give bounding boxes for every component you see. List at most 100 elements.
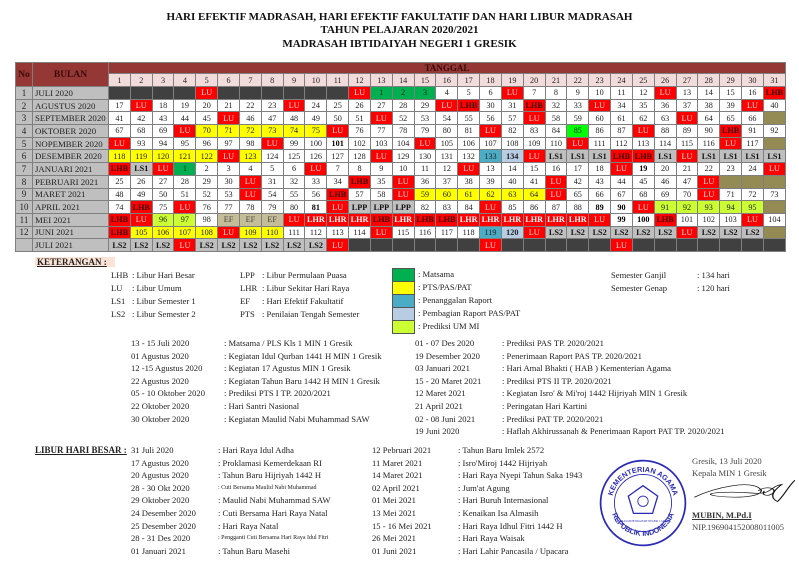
calendar-cell: LU (762, 162, 786, 176)
calendar-cell-value: 78 (399, 126, 408, 136)
calendar-cell: 76 (195, 200, 219, 214)
swatch-label: : PTS/PAS/PAT (418, 282, 472, 292)
calendar-cell-value: LHR (547, 215, 565, 225)
calendar-cell: 114 (653, 136, 677, 151)
calendar-cell-value: 12 (442, 164, 451, 174)
calendar-cell: LS2 (741, 225, 764, 240)
calendar-cell: 85 (566, 124, 590, 138)
calendar-cell: 63 (653, 111, 677, 126)
calendar-cell: 60 (588, 111, 612, 126)
month-name: MEI 2021 (32, 212, 109, 227)
calendar-cell-value: 35 (377, 177, 386, 187)
month-name: PEBRUARI 2021 (32, 174, 109, 189)
calendar-cell: 38 (457, 174, 481, 189)
calendar-cell: 84 (457, 200, 481, 214)
day-header: 7 (238, 73, 262, 87)
calendar-cell: LU (566, 136, 590, 151)
calendar-cell: 80 (282, 200, 306, 214)
calendar-cell: 63 (500, 187, 524, 202)
legend-desc: : Libur Umum (132, 283, 182, 293)
day-header: 26 (653, 73, 677, 87)
calendar-cell-value: 92 (682, 202, 692, 212)
calendar-cell: 13 (675, 86, 699, 100)
calendar-cell: 48 (282, 111, 306, 126)
calendar-cell: 40 (762, 98, 786, 113)
legend-desc: : Libur Hari Besar (132, 270, 195, 280)
calendar-cell-value: 43 (158, 113, 168, 123)
calendar-cell: 8 (348, 162, 371, 176)
calendar-cell: LU (479, 238, 502, 252)
calendar-cell-value: 66 (595, 189, 604, 199)
calendar-cell-value: 108 (506, 139, 519, 149)
row-number: 5 (15, 136, 33, 151)
calendar-cell: 5 (260, 162, 284, 176)
calendar-cell-value: LU (244, 177, 256, 187)
calendar-cell: LU (217, 225, 240, 240)
event-date: 15 - 20 Maret 2021 (415, 375, 482, 386)
calendar-cell: 86 (588, 124, 612, 138)
day-header: 18 (479, 73, 502, 87)
calendar-cell: 58 (369, 187, 393, 202)
calendar-cell: 54 (435, 111, 459, 126)
calendar-cell: LHB (108, 225, 131, 240)
calendar-cell-value: 85 (508, 202, 517, 212)
calendar-cell: 16 (544, 162, 568, 176)
calendar-cell: 45 (631, 174, 655, 189)
calendar-cell-value: 66 (748, 113, 757, 123)
calendar-cell-value: 18 (158, 101, 168, 111)
calendar-cell: 2 (391, 86, 415, 100)
calendar-cell-value: LHB (416, 215, 434, 225)
calendar-cell-value: LU (375, 227, 387, 237)
table-row: 10 APRIL 2021 74 LHB 75 LU 76 77 78 79 80 81 LU LPP LP… (15, 200, 786, 214)
calendar-cell: LU (217, 111, 240, 126)
calendar-cell: 22 (697, 162, 721, 176)
calendar-cell: LU (304, 162, 328, 176)
calendar-cell: 17 (108, 98, 131, 113)
calendar-cell: LS2 (719, 225, 743, 240)
calendar-cell-value: 76 (202, 202, 211, 212)
day-header: 3 (151, 73, 175, 87)
calendar-cell-value: 98 (246, 139, 255, 149)
calendar-cell: LU (129, 212, 153, 227)
calendar-cell: LU (610, 162, 633, 176)
calendar-cell-value: 107 (178, 227, 192, 237)
calendar-cell-value: 75 (158, 202, 168, 212)
event-date: 02 - 08 Juni 2021 (415, 413, 476, 424)
calendar-cell-value: 112 (309, 227, 322, 237)
calendar-cell-value: 88 (573, 202, 582, 212)
legend-code: LHR (240, 283, 258, 293)
month-name: NOPEMBER 2020 (32, 136, 109, 151)
holiday-desc: : Hari Lahir Pancasila / Upacara (458, 545, 569, 556)
calendar-cell: LHR (304, 212, 328, 227)
calendar-cell: 7 (522, 86, 546, 100)
calendar-cell (719, 238, 743, 252)
calendar-cell: 26 (129, 174, 153, 189)
calendar-cell: 129 (391, 149, 415, 164)
legend-code: LU (111, 283, 123, 293)
signature-place-date: Gresik, 13 Juli 2020 (692, 456, 762, 466)
calendar-cell: 47 (260, 111, 284, 126)
calendar-cell-value: 84 (551, 126, 561, 136)
calendar-cell-value: 104 (397, 139, 410, 149)
calendar-cell-value: LHR (459, 215, 478, 225)
calendar-cell-value: LHB (372, 215, 390, 225)
calendar-cell-value: LU (397, 177, 409, 187)
calendar-cell: 44 (173, 111, 197, 126)
holiday-date: 02 April 2021 (372, 482, 420, 493)
calendar-cell: 133 (479, 149, 502, 164)
calendar-cell: 101 (326, 136, 350, 151)
calendar-cell-value: 16 (748, 88, 757, 98)
calendar-cell-value: LS2 (199, 240, 214, 250)
calendar-cell: 108 (500, 136, 524, 151)
calendar-cell-value: 129 (397, 151, 410, 161)
calendar-cell: LS1 (741, 149, 764, 164)
calendar-cell: 33 (304, 174, 328, 189)
calendar-cell: 30 (217, 174, 240, 189)
calendar-cell-value: 107 (484, 139, 497, 149)
calendar-cell: LHR (479, 212, 502, 227)
event-desc: : Kegiatan Idul Qurban 1441 H MIN 1 Gres… (224, 350, 382, 361)
calendar-cell: 24 (304, 98, 328, 113)
calendar-cell: LS2 (151, 238, 175, 252)
holiday-date: 20 Agustus 2020 (131, 470, 189, 481)
calendar-cell: LS2 (566, 225, 590, 240)
